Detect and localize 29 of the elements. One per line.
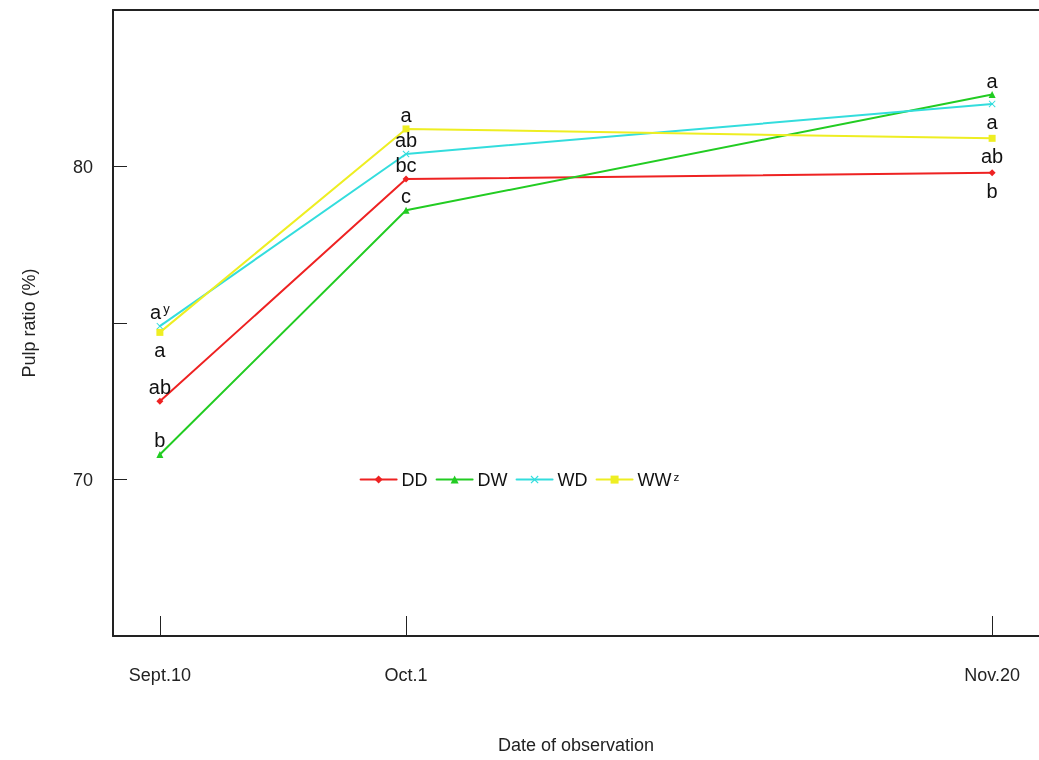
- legend-label: WD: [557, 469, 588, 490]
- data-label: ab: [148, 376, 172, 399]
- point: [156, 328, 164, 336]
- y-axis-title: Pulp ratio (%): [19, 268, 39, 378]
- legend-label: DW: [477, 469, 508, 490]
- data-label: a: [400, 103, 413, 126]
- point: [988, 91, 996, 99]
- y-tick-label: 80: [72, 156, 93, 177]
- data-label: ab: [980, 145, 1004, 168]
- x-tick-label: Nov.20: [964, 665, 1020, 685]
- y-tick-label: 70: [72, 469, 93, 490]
- point: [156, 397, 164, 405]
- data-label: c: [401, 185, 412, 208]
- x-tick-label: Oct.1: [384, 665, 428, 685]
- data-label: ab: [394, 128, 418, 151]
- point: [402, 175, 410, 183]
- x-axis-title: Date of observation: [497, 735, 655, 755]
- point: [402, 206, 410, 214]
- data-label: a: [986, 69, 999, 92]
- data-label: a: [986, 110, 999, 133]
- point: [156, 450, 164, 458]
- legend-label: DD: [401, 469, 428, 490]
- data-label: b: [986, 179, 998, 202]
- point: [988, 134, 996, 142]
- x-tick-label: Sept.10: [128, 665, 191, 685]
- data-label: a: [154, 339, 167, 362]
- point: [988, 169, 996, 177]
- data-label: b: [154, 429, 166, 452]
- data-label: bc: [395, 154, 417, 177]
